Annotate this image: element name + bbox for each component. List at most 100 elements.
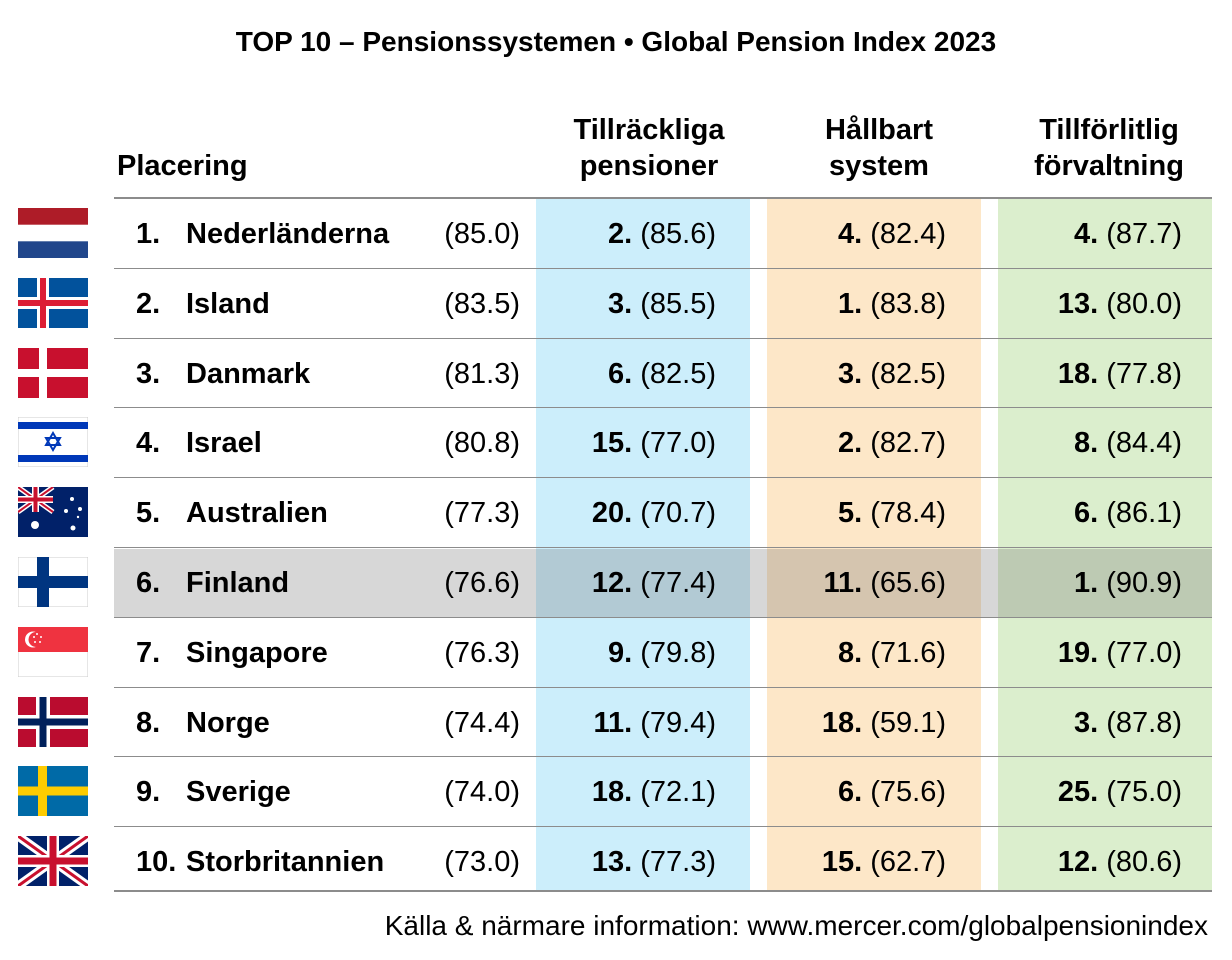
integrity-score: (80.0) xyxy=(1106,287,1182,320)
sustainability-rank: 5. xyxy=(837,497,863,530)
integrity-cell: 1. (90.9) xyxy=(982,548,1182,618)
column-header-integrity-line2: förvaltning xyxy=(1034,150,1184,182)
overall-score: (77.3) xyxy=(444,497,520,530)
integrity-cell: 12. (80.6) xyxy=(982,827,1182,897)
adequacy-cell: 12. (77.4) xyxy=(516,548,716,618)
integrity-score: (75.0) xyxy=(1106,776,1182,809)
column-header-integrity-line1: Tillförlitlig xyxy=(1039,114,1179,146)
integrity-cell: 19. (77.0) xyxy=(982,618,1182,688)
rank-number: 6. xyxy=(136,567,161,599)
sustainability-score: (82.7) xyxy=(870,427,946,460)
sustainability-rank: 18. xyxy=(821,706,863,739)
sustainability-cell: 1. (83.8) xyxy=(746,269,946,339)
adequacy-score: (85.5) xyxy=(640,287,716,320)
adequacy-rank: 2. xyxy=(607,218,633,250)
country-name: Israel xyxy=(186,427,262,460)
country-name: Singapore xyxy=(186,636,328,669)
sustainability-rank: 6. xyxy=(837,776,863,809)
rank-number: 4. xyxy=(136,427,161,460)
integrity-cell: 25. (75.0) xyxy=(982,757,1182,827)
adequacy-cell: 18. (72.1) xyxy=(516,757,716,827)
sustainability-cell: 2. (82.7) xyxy=(746,408,946,478)
australia-flag-icon xyxy=(16,485,88,538)
country-name: Danmark xyxy=(186,357,311,390)
country-name: Australien xyxy=(186,497,328,530)
integrity-column-background xyxy=(998,199,1212,891)
adequacy-score: (72.1) xyxy=(640,776,716,809)
sustainability-score: (71.6) xyxy=(870,636,946,669)
integrity-score: (86.1) xyxy=(1106,497,1182,530)
adequacy-score: (77.0) xyxy=(640,427,716,460)
table-row: 2. Island (83.5) 3. (85.5) 1. (83.8) 13. (80.… xyxy=(0,269,1232,339)
table-row: 4. Israel (80.8) 15. (77.0) 2. (82.7) 8. (84.… xyxy=(0,408,1232,478)
sustainability-cell: 6. (75.6) xyxy=(746,757,946,827)
sustainability-rank: 1. xyxy=(837,287,863,320)
adequacy-rank: 11. xyxy=(593,706,633,739)
sustainability-cell: 15. (62.7) xyxy=(746,827,946,897)
netherlands-flag-icon xyxy=(18,208,88,258)
adequacy-rank: 9. xyxy=(607,636,633,669)
integrity-rank: 3. xyxy=(1073,706,1099,739)
rank-number: 10. xyxy=(136,846,177,879)
table-top-rule xyxy=(114,197,1212,199)
adequacy-score: (77.4) xyxy=(640,567,716,599)
rank-number: 2. xyxy=(136,287,161,320)
country-name: Nederländerna xyxy=(186,218,390,250)
column-header-sustainability-line2: system xyxy=(829,150,929,182)
sustainability-rank: 11. xyxy=(823,567,863,599)
sustainability-cell: 8. (71.6) xyxy=(746,618,946,688)
country-name: Finland xyxy=(186,567,290,599)
integrity-cell: 4. (87.7) xyxy=(982,199,1182,269)
sustainability-score: (82.4) xyxy=(870,218,946,250)
sustainability-score: (75.6) xyxy=(870,776,946,809)
country-name: Island xyxy=(186,287,270,320)
sustainability-score: (65.6) xyxy=(870,567,946,599)
adequacy-cell: 3. (85.5) xyxy=(516,269,716,339)
finland-flag-icon xyxy=(17,556,89,608)
adequacy-score: (79.4) xyxy=(640,706,716,739)
column-header-rank: Placering xyxy=(117,150,248,182)
column-header-sustainability-line1: Hållbart xyxy=(825,114,933,146)
integrity-score: (84.4) xyxy=(1106,427,1182,460)
denmark-flag-icon xyxy=(18,347,88,398)
table-row: 10. Storbritannien (73.0) 13. (77.3) 15. (62… xyxy=(0,827,1232,897)
sustainability-rank: 2. xyxy=(837,427,863,460)
row-divider xyxy=(114,756,1212,757)
integrity-score: (80.6) xyxy=(1106,846,1182,879)
table-row: 1. Nederländerna (85.0) 2. (85.6) 4. (82.4) 4… xyxy=(0,199,1232,269)
row-divider xyxy=(114,338,1212,339)
adequacy-score: (85.6) xyxy=(640,218,716,250)
sustainability-cell: 11. (65.6) xyxy=(746,548,946,618)
iceland-flag-icon xyxy=(18,277,88,328)
table-row: 7. Singapore (76.3) 9. (79.8) 8. (71.6) 19. (… xyxy=(0,618,1232,688)
israel-flag-icon xyxy=(17,416,89,468)
table-row: 6. Finland (76.6) 12. (77.4) 11. (65.6) 1. (9… xyxy=(0,548,1232,618)
row-divider xyxy=(114,477,1212,478)
adequacy-rank: 6. xyxy=(607,357,633,390)
country-name: Storbritannien xyxy=(186,846,385,879)
integrity-rank: 13. xyxy=(1057,287,1099,320)
source-note: Källa & närmare information: www.mercer.… xyxy=(384,910,1208,941)
integrity-score: (77.8) xyxy=(1106,357,1182,390)
overall-score: (85.0) xyxy=(444,218,520,250)
table-row: 8. Norge (74.4) 11. (79.4) 18. (59.1) 3. (87.… xyxy=(0,688,1232,758)
highlighted-row xyxy=(114,549,1212,618)
column-header-integrity: Tillförlitlig förvaltning xyxy=(1000,112,1218,184)
sustainability-score: (82.5) xyxy=(870,357,946,390)
integrity-rank: 19. xyxy=(1057,636,1099,669)
integrity-score: (87.8) xyxy=(1106,706,1182,739)
uk-flag-icon xyxy=(15,832,91,890)
integrity-cell: 8. (84.4) xyxy=(982,408,1182,478)
column-header-sustainability: Hållbart system xyxy=(770,112,988,184)
integrity-cell: 6. (86.1) xyxy=(982,478,1182,548)
norway-flag-icon xyxy=(18,696,88,747)
adequacy-cell: 13. (77.3) xyxy=(516,827,716,897)
sustainability-score: (59.1) xyxy=(870,706,946,739)
rank-number: 1. xyxy=(136,218,161,250)
overall-score: (80.8) xyxy=(444,427,520,460)
table-row: 5. Australien (77.3) 20. (70.7) 5. (78.4) 6. … xyxy=(0,478,1232,548)
sweden-flag-icon xyxy=(18,766,88,817)
integrity-cell: 13. (80.0) xyxy=(982,269,1182,339)
sustainability-cell: 5. (78.4) xyxy=(746,478,946,548)
adequacy-cell: 6. (82.5) xyxy=(516,339,716,409)
